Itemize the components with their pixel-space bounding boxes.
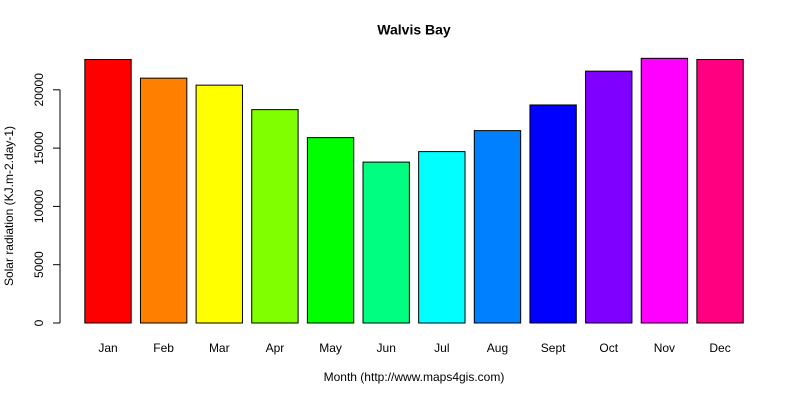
bar <box>418 151 466 324</box>
bar <box>529 104 577 324</box>
x-axis-label: Month (http://www.maps4gis.com) <box>324 370 505 384</box>
x-tick-label: Sept <box>541 341 566 355</box>
y-tick-label: 5000 <box>32 251 46 278</box>
x-tick-label: Jul <box>434 341 449 355</box>
bar <box>139 77 188 324</box>
y-tick-label: 0 <box>32 319 46 326</box>
x-tick-label: Jan <box>98 341 117 355</box>
x-tick-label: May <box>319 341 342 355</box>
bar <box>251 109 299 324</box>
x-tick-label: Feb <box>153 341 174 355</box>
x-tick-label: Aug <box>487 341 508 355</box>
bar <box>585 70 633 324</box>
x-tick-label: Jun <box>377 341 396 355</box>
bar <box>306 137 355 324</box>
x-tick-label: Oct <box>599 341 618 355</box>
bar <box>473 130 522 324</box>
y-tick-label: 20000 <box>32 73 46 107</box>
y-axis-label: Solar radiation (KJ.m-2.day-1) <box>2 126 16 286</box>
bar <box>640 57 689 324</box>
bar <box>84 58 132 324</box>
y-tick-label: 10000 <box>32 189 46 223</box>
bar <box>195 84 243 324</box>
bar <box>362 161 410 324</box>
chart-title: Walvis Bay <box>377 22 451 38</box>
x-tick-label: Mar <box>209 341 230 355</box>
x-tick-label: Apr <box>266 341 285 355</box>
y-tick-label: 15000 <box>32 131 46 165</box>
x-tick-label: Nov <box>654 341 675 355</box>
bar <box>696 58 744 324</box>
x-tick-label: Dec <box>709 341 730 355</box>
